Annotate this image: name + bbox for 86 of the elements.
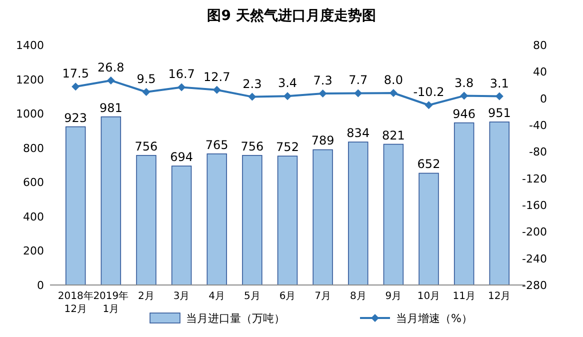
y2-tick-label: -200 bbox=[522, 226, 547, 239]
y2-tick-label: 40 bbox=[533, 66, 547, 79]
y2-tick-label: 80 bbox=[533, 39, 547, 52]
bar bbox=[489, 122, 510, 286]
legend-label: 当月进口量（万吨） bbox=[186, 312, 285, 325]
data-label: 3.1 bbox=[490, 76, 509, 90]
data-label: 16.7 bbox=[168, 67, 195, 82]
data-label: 652 bbox=[417, 157, 440, 172]
y2-tick-label: -40 bbox=[529, 119, 547, 132]
point bbox=[142, 88, 150, 96]
data-label: 946 bbox=[452, 106, 476, 121]
data-label: 756 bbox=[240, 139, 264, 154]
y-tick-label: 200 bbox=[23, 244, 44, 258]
y-tick-label: 1400 bbox=[16, 39, 44, 52]
bar bbox=[348, 142, 368, 286]
x-tick-label: 2018年 12月 bbox=[58, 290, 94, 315]
y-tick-label: 600 bbox=[23, 176, 44, 190]
x-tick-label: 5月 bbox=[244, 291, 260, 302]
data-label: 8.0 bbox=[384, 73, 403, 87]
bar bbox=[454, 122, 474, 286]
data-label: 12.7 bbox=[204, 70, 230, 84]
y2-tick-label: -160 bbox=[522, 199, 547, 212]
data-label: 951 bbox=[488, 106, 511, 120]
point bbox=[72, 82, 80, 91]
data-label: 756 bbox=[134, 139, 158, 154]
x-tick-label: 3月 bbox=[173, 291, 190, 302]
point bbox=[354, 89, 362, 98]
bar bbox=[100, 116, 122, 286]
legend-label: 当月增速（%） bbox=[396, 312, 472, 325]
point bbox=[248, 92, 256, 101]
x-tick-label: 2019年 1月 bbox=[93, 290, 129, 315]
x-tick-label: 10月 bbox=[417, 291, 440, 302]
bar bbox=[383, 144, 404, 286]
bar bbox=[418, 172, 439, 286]
data-label: 923 bbox=[64, 110, 88, 125]
y2-tick-label: -280 bbox=[522, 279, 547, 292]
data-label: 752 bbox=[276, 140, 299, 154]
x-tick-label: 11月 bbox=[452, 291, 476, 302]
y2-tick-label: 0 bbox=[540, 92, 547, 106]
data-label: 765 bbox=[205, 138, 228, 152]
x-tick-label: 4月 bbox=[208, 291, 226, 302]
x-tick-label: 6月 bbox=[279, 291, 296, 302]
bar bbox=[136, 155, 156, 286]
x-tick-label: 12月 bbox=[488, 291, 511, 302]
y-tick-label: 1200 bbox=[16, 73, 44, 86]
data-label: 7.3 bbox=[313, 73, 332, 88]
bar bbox=[65, 126, 86, 286]
y2-tick-label: -80 bbox=[529, 146, 547, 159]
data-label: 7.7 bbox=[348, 73, 368, 88]
point bbox=[495, 92, 504, 100]
point bbox=[424, 101, 433, 110]
y-tick-label: 400 bbox=[23, 210, 44, 224]
data-label: 26.8 bbox=[98, 60, 124, 74]
data-label: 981 bbox=[99, 100, 122, 115]
x-tick-label: 2月 bbox=[138, 291, 154, 302]
data-label: 3.8 bbox=[454, 76, 474, 90]
y-tick-label: 1000 bbox=[16, 108, 44, 121]
point bbox=[284, 92, 292, 100]
point bbox=[106, 76, 115, 84]
point bbox=[389, 89, 398, 97]
y-tick-label: 0 bbox=[37, 279, 44, 292]
y2-tick-label: -120 bbox=[522, 172, 547, 186]
x-tick-label: 9月 bbox=[385, 291, 402, 302]
point bbox=[318, 89, 327, 98]
bar bbox=[206, 153, 227, 286]
chart-title: 图9 天然气进口月度走势图 bbox=[207, 7, 376, 24]
bar bbox=[242, 155, 262, 286]
data-label: 2.3 bbox=[242, 76, 262, 91]
data-label: 789 bbox=[311, 134, 334, 148]
data-label: 821 bbox=[382, 128, 405, 142]
x-tick-label: 7月 bbox=[314, 291, 332, 302]
bar bbox=[171, 166, 192, 286]
x-tick-label: 8月 bbox=[350, 291, 366, 302]
y2-tick-label: -240 bbox=[522, 252, 547, 266]
point bbox=[178, 83, 186, 92]
data-label: 9.5 bbox=[136, 72, 156, 86]
data-label: 834 bbox=[346, 126, 370, 140]
bar bbox=[312, 149, 333, 286]
data-label: 3.4 bbox=[278, 76, 298, 90]
data-label: 694 bbox=[170, 150, 194, 164]
point bbox=[212, 86, 221, 94]
y-tick-label: 800 bbox=[23, 142, 44, 155]
point bbox=[460, 92, 468, 100]
data-label: -10.2 bbox=[413, 85, 444, 100]
bar bbox=[277, 156, 298, 286]
data-label: 17.5 bbox=[62, 66, 89, 81]
